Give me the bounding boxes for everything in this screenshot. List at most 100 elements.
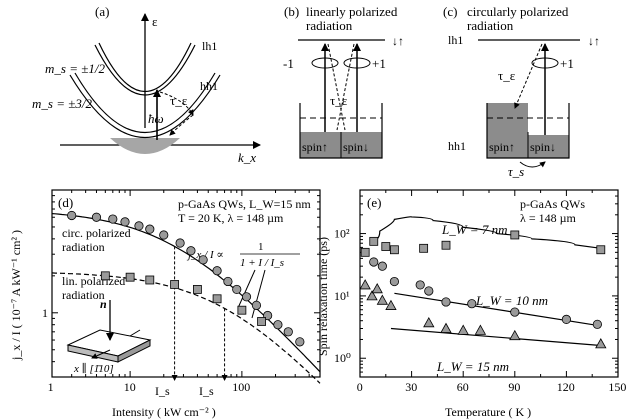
is-label-circ: I_s [155, 384, 170, 398]
panel-b: (b) linearly polarized radiation ↓↑ spin… [283, 4, 404, 159]
spin-down-c: spin↓ [530, 140, 556, 154]
xlabel-d: Intensity ( kW cm⁻² ) [112, 405, 216, 419]
data-point-e-square [360, 247, 370, 257]
hw-label: ħω [148, 111, 164, 126]
data-point-circ [251, 300, 262, 310]
data-point-circ [186, 246, 196, 256]
data-point-e-triangle [376, 294, 389, 305]
data-point-circ [134, 221, 144, 231]
panel-e-info-2: λ = 148 µm [520, 211, 577, 225]
formula-den: 1 + I / I_s [240, 257, 284, 269]
hh1-label-c: hh1 [448, 139, 466, 153]
epsilon-label: ε [152, 14, 158, 29]
n-label: n [100, 297, 107, 311]
data-point-lin [257, 317, 266, 326]
formula-left: j_x / I ∝ [186, 249, 224, 261]
data-point-e-triangle [385, 299, 397, 310]
x-direction-label: x ∥ [1̄10] [73, 362, 114, 375]
hh1-filled-right-c [528, 135, 569, 158]
spin-down-b: spin↓ [343, 140, 369, 154]
tau-e-label-a: τ_ε [170, 93, 188, 108]
data-point-e-circle [592, 319, 602, 329]
minus1-label-b: -1 [283, 56, 294, 71]
data-point-e-triangle [509, 329, 521, 341]
data-point-e-circle [369, 257, 379, 267]
circ-label-1: circ. polarized [62, 226, 131, 240]
data-point-e-triangle [457, 324, 469, 335]
tau-e-label-c: τ_ε [498, 68, 516, 83]
data-point-lin [193, 285, 202, 294]
hh1-band-2 [74, 72, 216, 134]
tau-e-label-b: τ_ε [330, 93, 348, 108]
plus1-label-c: +1 [560, 56, 574, 71]
x-tick-label-d: 1 [48, 380, 54, 394]
circ-loop-c [531, 57, 559, 69]
data-point-lin [100, 271, 110, 281]
x-tick-label-e: 120 [557, 380, 575, 394]
spin-flip-arrow-c [519, 161, 546, 168]
formula-num: 1 [258, 241, 264, 253]
panel-b-title-1: linearly polarized [306, 4, 398, 19]
data-point-e-square [419, 243, 429, 253]
data-point-e-circle [510, 307, 520, 317]
kx-label: k_x [238, 150, 256, 165]
lw10-label: L_W = 10 nm [475, 293, 548, 308]
polarization-mark [129, 329, 141, 337]
lw15-label: L_W = 15 nm [436, 359, 509, 374]
data-point-circ [198, 255, 208, 265]
data-point-circ [108, 214, 118, 224]
plot-frame-d [51, 189, 321, 378]
data-point-e-triangle [359, 279, 371, 290]
panel-a-label: (a) [95, 4, 109, 19]
data-point-circ [295, 337, 305, 347]
data-point-circ [241, 292, 252, 302]
relax-dash-c [514, 43, 543, 109]
lh1-band-2 [98, 42, 192, 93]
data-point-e-square [441, 240, 451, 250]
x-tick-label-e: 30 [405, 380, 417, 394]
data-point-e-triangle [423, 316, 435, 328]
data-point-e-triangle [366, 290, 378, 301]
spin-up-c: spin↑ [489, 140, 515, 154]
sample-side-2 [117, 339, 151, 363]
lh1-label-c: lh1 [448, 33, 463, 47]
hh1-band-1 [69, 74, 221, 139]
data-point-lin [125, 272, 135, 282]
data-point-circ [273, 320, 283, 330]
ylabel-e: Spin relaxation time (ps) [316, 237, 330, 356]
data-point-circ [283, 327, 293, 337]
is-label-lin: I_s [199, 384, 214, 398]
data-point-circ [145, 224, 155, 234]
data-point-e-triangle [371, 282, 383, 294]
data-point-e-circle [441, 297, 451, 307]
panel-e: (e) p-GaAs QWs λ = 148 µm L_W = 7 nm L_W… [316, 189, 626, 419]
fit-line-e-0 [373, 216, 601, 249]
circ-label-2: radiation [62, 240, 105, 254]
tau-s-label-c: τ_s [508, 164, 524, 179]
panel-d-info-2: T = 20 K, λ = 148 µm [178, 211, 284, 225]
panel-b-label: (b) [284, 4, 299, 19]
data-point-circ [67, 210, 77, 221]
y-tick-label-e: 10¹ [334, 289, 350, 303]
lw7-label: L_W = 7 nm [441, 222, 507, 237]
spin-arrows-c: ↓↑ [588, 34, 600, 48]
y-tick-label-d: 1 [42, 306, 48, 320]
panel-c-title-2: radiation [467, 18, 514, 33]
data-point-e-square [369, 236, 379, 246]
panel-e-info-1: p-GaAs QWs [520, 197, 585, 211]
data-point-e-circle [377, 261, 387, 271]
ms-half-label: m_s = ±1/2 [45, 61, 105, 76]
panel-c: (c) circularly polarized radiation lh1 ↓… [443, 4, 600, 179]
data-point-circ [232, 284, 242, 295]
panel-e-label: (e) [367, 195, 381, 210]
data-point-lin [145, 275, 155, 285]
data-point-lin [237, 305, 247, 315]
relax-dash-1-b [327, 43, 346, 131]
x-tick-label-e: 60 [457, 380, 469, 394]
fit-curve-lin [51, 272, 321, 384]
data-point-e-circle [467, 299, 477, 309]
ylabel-d: j_x / I ( 10⁻⁷ A kW⁻¹ cm² ) [9, 230, 23, 361]
y-tick-label-e: 10⁰ [334, 351, 351, 365]
data-point-e-circle [415, 280, 425, 290]
